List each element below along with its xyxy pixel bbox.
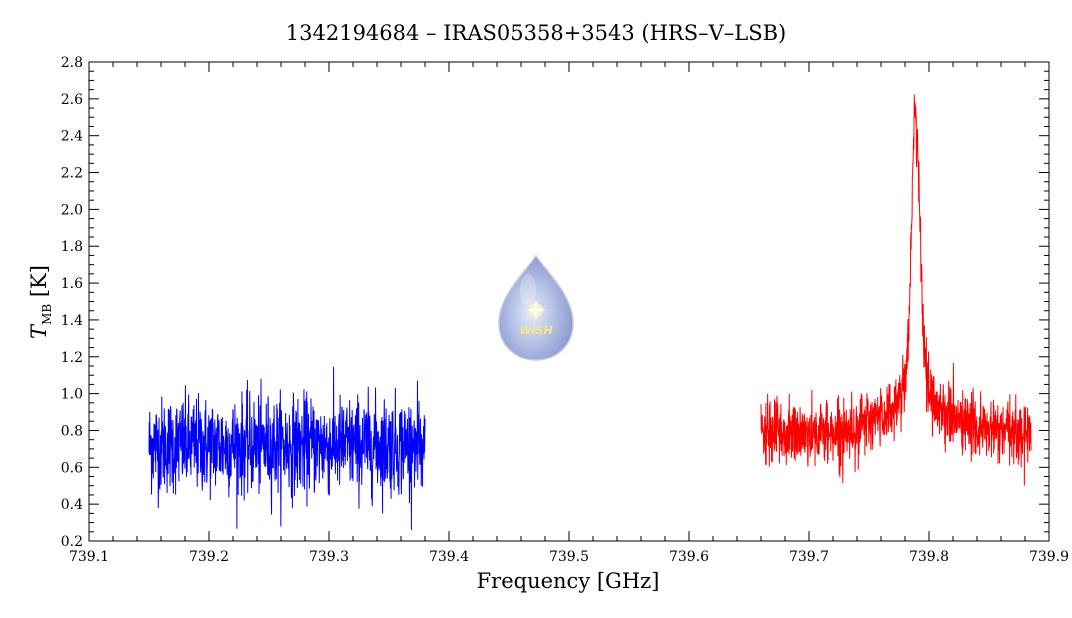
series-blue-line — [148, 366, 426, 530]
x-tick-label: 739.4 — [429, 549, 469, 565]
x-tick-label: 739.8 — [909, 549, 949, 565]
y-tick-label: 2.4 — [61, 129, 83, 145]
x-tick-label: 739.3 — [309, 549, 349, 565]
x-tick-label: 739.5 — [549, 549, 589, 565]
y-tick-label: 2.8 — [61, 55, 83, 71]
series-red-line — [760, 94, 1032, 486]
x-axis-label: Frequency [GHz] — [477, 569, 660, 593]
wish-logo: WISH — [498, 254, 574, 361]
x-tick-label: 739.9 — [1029, 549, 1069, 565]
star-icon — [526, 300, 546, 320]
y-axis-label-sub: MB — [40, 304, 54, 325]
y-axis-label-unit: [K] — [27, 265, 51, 304]
plot-frame — [88, 61, 1050, 542]
x-tick-label: 739.7 — [789, 549, 829, 565]
chart-title: 1342194684 – IRAS05358+3543 (HRS–V–LSB) — [286, 21, 786, 45]
x-tick-label: 739.6 — [669, 549, 709, 565]
y-tick-label: 2.2 — [61, 166, 83, 182]
y-tick-label: 1.8 — [61, 239, 83, 255]
x-tick-label: 739.1 — [69, 549, 109, 565]
y-tick-label: 2.6 — [61, 92, 83, 108]
y-tick-label: 1.2 — [61, 350, 83, 366]
y-tick-label: 1.4 — [61, 313, 83, 329]
logo-text: WISH — [519, 324, 552, 337]
y-tick-label: 1.6 — [61, 276, 83, 292]
y-tick-label: 0.4 — [61, 497, 83, 513]
y-axis-label: TMB [K] — [27, 265, 54, 339]
y-tick-label: 1.0 — [61, 387, 83, 403]
y-tick-label: 0.8 — [61, 423, 83, 439]
y-axis-label-main: T — [27, 323, 51, 339]
y-tick-label: 2.0 — [61, 202, 83, 218]
y-tick-label: 0.2 — [61, 534, 83, 550]
y-tick-label: 0.6 — [61, 460, 83, 476]
x-tick-label: 739.2 — [189, 549, 229, 565]
plot-area: 739.1 739.2 739.3 739.4 739.5 739.6 739.7 739.8… — [61, 55, 1069, 565]
